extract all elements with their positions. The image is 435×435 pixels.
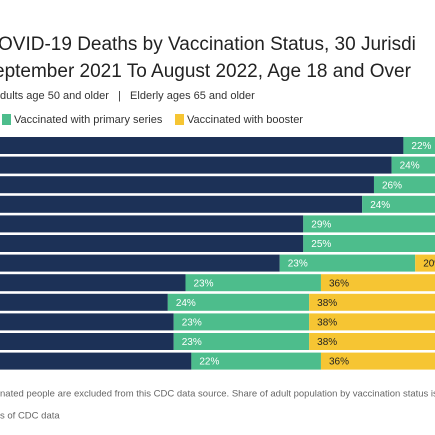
footnote: nated people are excluded from this CDC … — [0, 389, 435, 400]
data-label: 26% — [382, 180, 402, 191]
bar-segment — [320, 274, 435, 292]
data-label: 24% — [176, 298, 196, 309]
chart-title: eptember 2021 To August 2022, Age 18 and… — [0, 61, 412, 82]
bar-segment — [191, 352, 321, 370]
bar-segment — [173, 313, 310, 331]
bar-segment — [303, 235, 435, 252]
bar-segment — [279, 254, 416, 272]
bar-segment — [303, 215, 435, 233]
bar-segment — [0, 137, 404, 154]
data-label: 24% — [370, 200, 390, 211]
legend-swatch — [175, 114, 184, 125]
bar-segment — [0, 235, 304, 252]
data-label: 24% — [400, 161, 420, 172]
bar-segment — [309, 333, 435, 350]
data-label: 23% — [182, 337, 202, 348]
data-label: 22% — [411, 141, 431, 152]
legend-swatch — [2, 114, 11, 125]
bar-segment — [0, 254, 280, 272]
data-label: 36% — [329, 278, 349, 289]
bar-segment — [185, 274, 321, 292]
data-label: 25% — [311, 239, 331, 250]
bar-segment — [0, 176, 374, 194]
data-label: 38% — [317, 298, 337, 309]
data-label: 23% — [193, 278, 213, 289]
bar-segment — [167, 293, 310, 311]
data-label: 29% — [311, 220, 331, 231]
footnote: s of CDC data — [0, 411, 60, 422]
legend-label: Vaccinated with primary series — [14, 114, 163, 126]
bar-segment — [309, 313, 435, 331]
data-label: 38% — [317, 318, 337, 329]
subtitle: dults age 50 and older | Elderly ages 65… — [0, 90, 255, 102]
data-label: 23% — [182, 318, 202, 329]
data-label: 23% — [288, 259, 308, 270]
data-label: 38% — [317, 337, 337, 348]
bar-segment — [0, 293, 168, 311]
bar-segment — [403, 137, 435, 154]
data-label: 20% — [423, 259, 435, 270]
bar-segment — [0, 333, 174, 350]
bar-segment — [373, 176, 435, 194]
legend-label: Vaccinated with booster — [187, 114, 303, 126]
bar-segment — [391, 156, 435, 174]
bar-segment — [362, 195, 435, 213]
bar-segment — [173, 333, 310, 350]
bar-segment — [0, 352, 192, 370]
bar-segment — [0, 313, 174, 331]
bar-segment — [0, 274, 186, 292]
chart-title: OVID-19 Deaths by Vaccination Status, 30… — [0, 34, 416, 55]
bar-segment — [415, 254, 435, 272]
bar-segment — [309, 293, 435, 311]
bar-segment — [0, 156, 392, 174]
bar-segment — [0, 215, 304, 233]
bar-segment — [320, 352, 435, 370]
data-label: 22% — [199, 357, 219, 368]
data-label: 36% — [329, 357, 349, 368]
bar-segment — [0, 195, 363, 213]
